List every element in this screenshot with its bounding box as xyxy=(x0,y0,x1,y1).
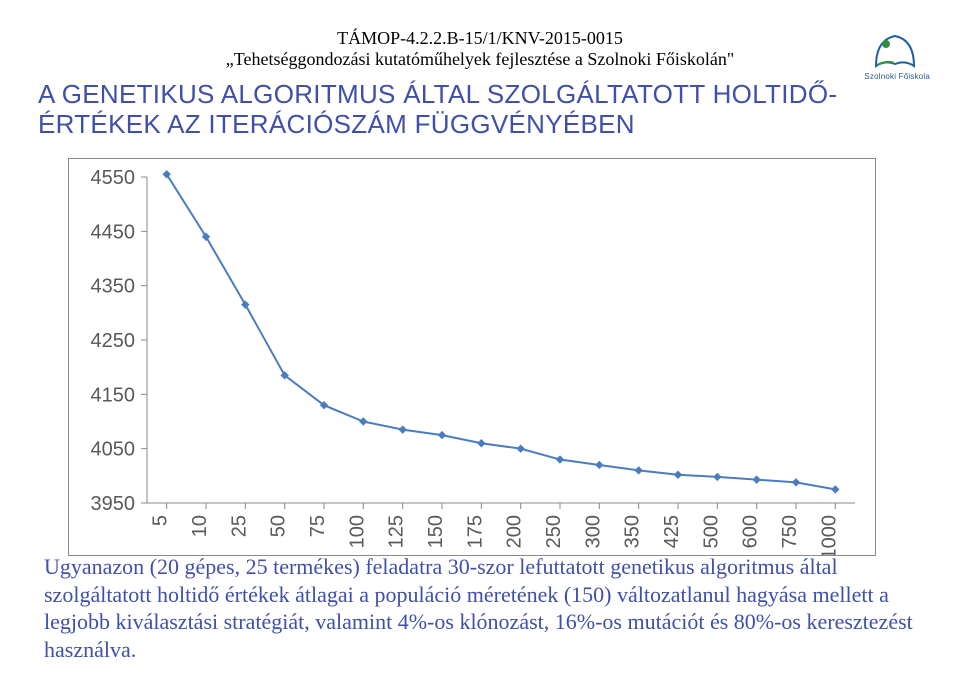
title-line-1: A GENETIKUS ALGORITMUS ÁLTAL SZOLGÁLTATO… xyxy=(38,79,837,109)
svg-text:200: 200 xyxy=(504,515,526,548)
svg-text:300: 300 xyxy=(582,515,604,548)
svg-text:1000: 1000 xyxy=(818,515,840,555)
svg-text:175: 175 xyxy=(464,515,486,548)
description-text: Ugyanazon (20 gépes, 25 termékes) felada… xyxy=(44,553,916,663)
svg-text:3950: 3950 xyxy=(91,493,136,515)
iterations-chart: 3950 4050 4150 4250 4350 4450 4550 5 10 25 50 75 100… xyxy=(68,158,876,556)
svg-text:4450: 4450 xyxy=(91,221,136,243)
project-code: TÁMOP-4.2.2.B-15/1/KNV-2015-0015 xyxy=(0,28,960,49)
svg-text:4050: 4050 xyxy=(91,439,136,461)
institution-logo xyxy=(872,30,918,70)
svg-text:125: 125 xyxy=(386,515,408,548)
svg-text:4550: 4550 xyxy=(91,167,136,189)
svg-text:600: 600 xyxy=(740,515,762,548)
svg-text:5: 5 xyxy=(150,515,172,526)
svg-text:250: 250 xyxy=(543,515,565,548)
svg-text:750: 750 xyxy=(779,515,801,548)
svg-text:4350: 4350 xyxy=(91,276,136,298)
svg-text:4250: 4250 xyxy=(91,330,136,352)
svg-text:75: 75 xyxy=(307,515,329,537)
svg-text:350: 350 xyxy=(622,515,644,548)
svg-text:25: 25 xyxy=(228,515,250,537)
chart-canvas: 3950 4050 4150 4250 4350 4450 4550 5 10 25 50 75 100… xyxy=(69,159,875,555)
header: TÁMOP-4.2.2.B-15/1/KNV-2015-0015 „Tehets… xyxy=(0,28,960,70)
svg-text:150: 150 xyxy=(425,515,447,548)
title-line-2: ÉRTÉKEK AZ ITERÁCIÓSZÁM FÜGGVÉNYÉBEN xyxy=(38,109,635,139)
project-tagline: „Tehetséggondozási kutatóműhelyek fejles… xyxy=(0,49,960,70)
svg-text:50: 50 xyxy=(268,515,290,537)
svg-text:4150: 4150 xyxy=(91,384,136,406)
svg-text:500: 500 xyxy=(700,515,722,548)
svg-text:100: 100 xyxy=(346,515,368,548)
svg-text:425: 425 xyxy=(661,515,683,548)
svg-text:10: 10 xyxy=(189,515,211,537)
page-title: A GENETIKUS ALGORITMUS ÁLTAL SZOLGÁLTATO… xyxy=(38,80,920,140)
